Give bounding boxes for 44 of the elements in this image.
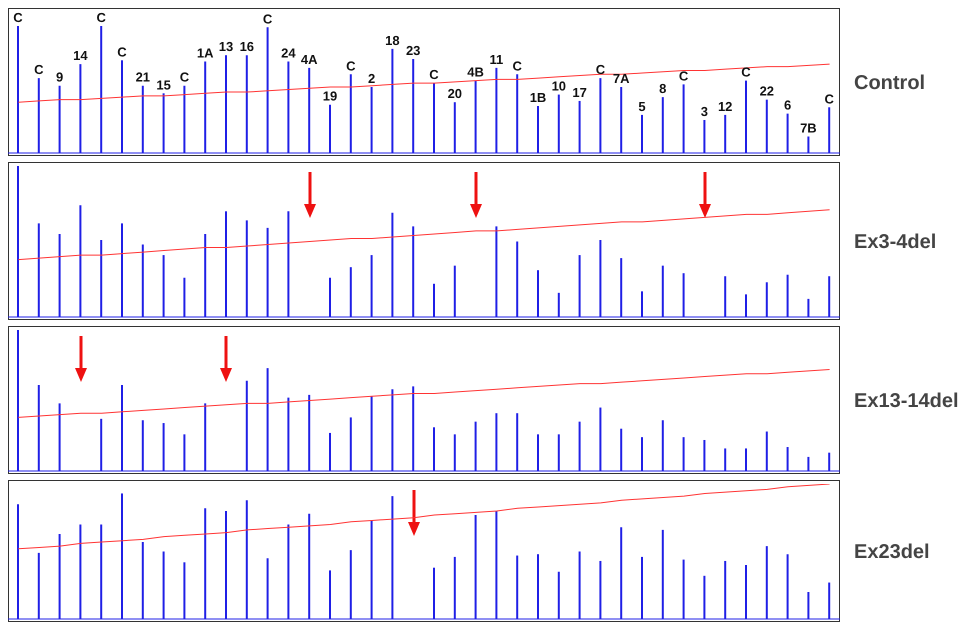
x-tick-label: 1B bbox=[530, 90, 546, 106]
x-tick-label: C bbox=[346, 58, 356, 74]
x-tick-label: 14 bbox=[73, 48, 88, 64]
x-tick-label: 24 bbox=[281, 46, 296, 61]
x-tick-label: 18 bbox=[385, 32, 400, 48]
y2-axis-title: Control bbox=[854, 72, 926, 94]
x-tick-label: 10 bbox=[552, 78, 566, 94]
x-tick-label: 5 bbox=[638, 98, 646, 114]
x-tick-label: 11 bbox=[490, 52, 504, 67]
x-tick-label: C bbox=[512, 58, 523, 74]
x-tick-label: 20 bbox=[448, 86, 462, 102]
x-tick-label: 17 bbox=[572, 84, 587, 100]
x-tick-label: C bbox=[117, 44, 128, 60]
x-tick-label: 7A bbox=[612, 70, 630, 86]
x-tick-label: 3 bbox=[700, 104, 708, 119]
x-tick-label: 4A bbox=[300, 52, 318, 67]
x-tick-label: C bbox=[429, 67, 440, 82]
x-tick-label: 12 bbox=[718, 98, 732, 114]
x-tick-label: 22 bbox=[760, 84, 774, 99]
x-tick-label: C bbox=[678, 68, 689, 84]
x-tick-label: 13 bbox=[218, 39, 234, 54]
x-tick-label: C bbox=[824, 91, 835, 106]
x-tick-label: 8 bbox=[659, 81, 666, 96]
x-tick-label: C bbox=[13, 10, 24, 25]
x-tick-label: 2 bbox=[368, 70, 376, 86]
x-tick-label: C bbox=[262, 11, 273, 26]
x-tick-label: 19 bbox=[322, 88, 338, 104]
y2-axis-title: Ex13-14del bbox=[854, 390, 959, 412]
x-tick-label: 4B bbox=[467, 64, 484, 80]
x-tick-label: 15 bbox=[156, 77, 171, 92]
x-tick-label: 1A bbox=[196, 46, 214, 61]
x-tick-label: 16 bbox=[240, 39, 254, 54]
x-tick-label: C bbox=[34, 62, 44, 78]
x-tick-label: C bbox=[180, 70, 190, 85]
x-tick-label: C bbox=[741, 64, 752, 80]
x-tick-label: 6 bbox=[784, 98, 792, 113]
y2-axis-title: Ex3-4del bbox=[854, 231, 936, 253]
x-tick-label: C bbox=[596, 62, 606, 78]
x-tick-label: 23 bbox=[406, 43, 420, 58]
x-tick-label: C bbox=[96, 10, 107, 25]
x-tick-label: 9 bbox=[56, 70, 64, 85]
y2-axis-title: Ex23del bbox=[854, 541, 930, 563]
x-tick-label: 21 bbox=[136, 70, 150, 85]
x-tick-label: 7B bbox=[800, 120, 817, 136]
